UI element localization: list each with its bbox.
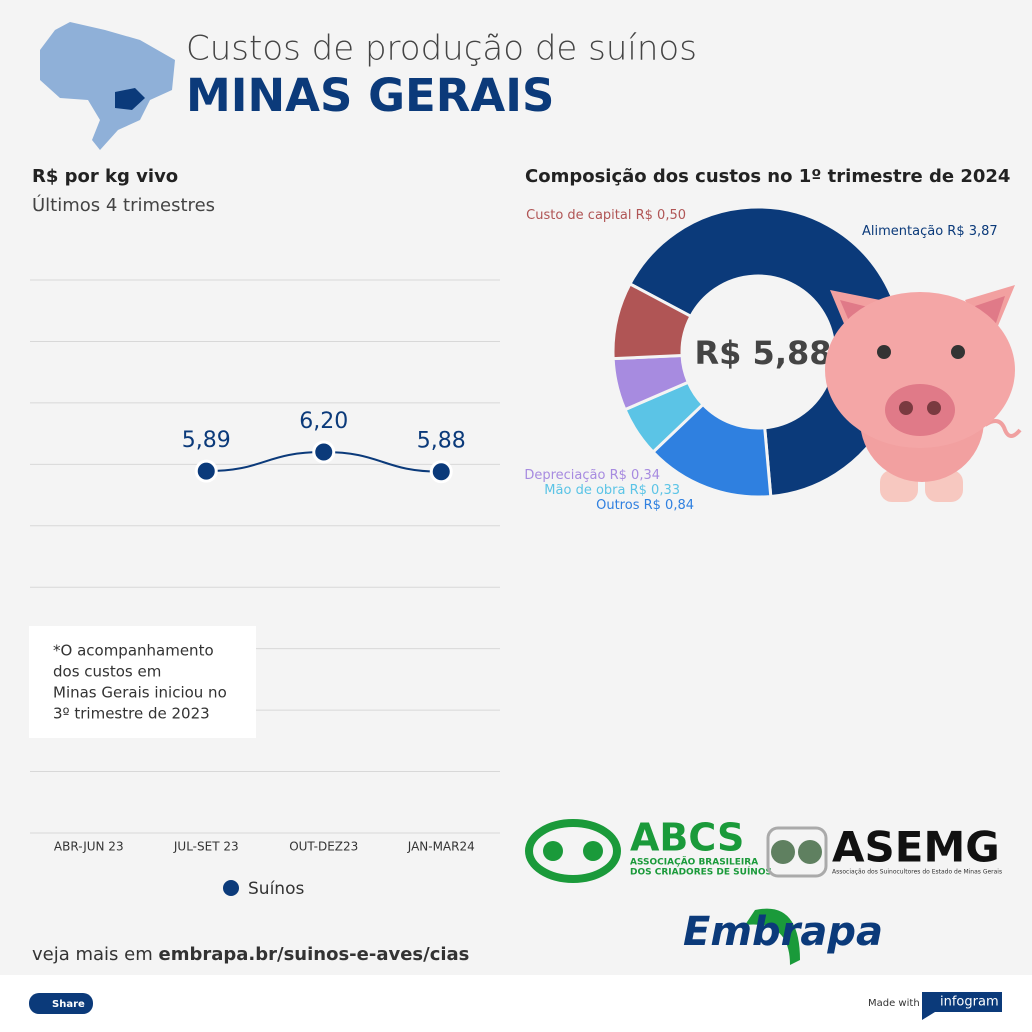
slice-category: Depreciação (524, 468, 605, 483)
footer-url[interactable]: embrapa.br/suinos-e-aves/cias (159, 944, 470, 965)
data-point (429, 460, 453, 484)
slice-value: R$ 3,87 (947, 224, 997, 239)
slice-value: R$ 0,34 (610, 468, 660, 483)
map-brazil (40, 22, 175, 150)
slice-category: Outros (596, 498, 640, 513)
x-tick-label: JAN-MAR24 (407, 840, 475, 854)
slice-value: R$ 0,50 (636, 208, 686, 223)
asemg-subtitle: Associação dos Suinocultores do Estado d… (832, 869, 1002, 876)
data-point (194, 459, 218, 483)
slice-label: Depreciação R$ 0,34 (524, 468, 660, 483)
share-button[interactable] (29, 993, 93, 1014)
note-line: dos custos em (53, 663, 161, 681)
logo-asemg: ASEMG Associação dos Suinocultores do Es… (766, 823, 1002, 878)
logo-embrapa: Embrapa (683, 908, 883, 965)
note-line: *O acompanhamento (53, 642, 214, 660)
data-label: 5,89 (182, 428, 231, 453)
legend-label: Suínos (248, 879, 304, 899)
footer-bar (0, 975, 1032, 1032)
pie-center-label: R$ 5,88 (695, 334, 832, 372)
line-chart-subtitle: Últimos 4 trimestres (32, 194, 215, 216)
data-label: 6,20 (299, 409, 348, 434)
page-title: Custos de produção de suínos (186, 29, 697, 69)
slice-category: Alimentação (862, 224, 943, 239)
infogram-badge[interactable] (922, 992, 1002, 1020)
pie-slice (611, 281, 693, 361)
slice-label: Alimentação R$ 3,87 (862, 224, 998, 239)
share-label[interactable]: Share (52, 999, 85, 1010)
made-with: Made with (868, 998, 920, 1009)
footer-link: veja mais em embrapa.br/suinos-e-aves/ci… (32, 944, 469, 965)
note-box (29, 626, 256, 738)
asemg-name: ASEMG (832, 823, 1000, 872)
slice-value: R$ 0,84 (644, 498, 694, 513)
note-line: 3º trimestre de 2023 (53, 705, 210, 723)
abcs-line: DOS CRIADORES DE SUÍNOS (630, 866, 772, 878)
line-chart-title: R$ por kg vivo (32, 166, 178, 187)
slice-label: Custo de capital R$ 0,50 (526, 208, 686, 223)
abcs-line: ASSOCIAÇÃO BRASILEIRA (630, 857, 758, 868)
note: *O acompanhamento dos custos em Minas Gera… (53, 642, 227, 723)
slice-category: Custo de capital (526, 208, 631, 223)
footer-prefix: veja mais em (32, 944, 153, 965)
legend-swatch (223, 880, 239, 896)
abcs-name: ABCS (630, 816, 744, 860)
map-minas-gerais (115, 88, 145, 110)
x-tick-label: ABR-JUN 23 (54, 840, 124, 854)
embrapa-name: Embrapa (683, 909, 883, 955)
infogram-label[interactable]: infogram (940, 995, 999, 1010)
data-label: 5,88 (417, 429, 466, 454)
background (0, 0, 1032, 975)
x-tick-label: JUL-SET 23 (173, 840, 239, 854)
slice-label: Mão de obra R$ 0,33 (544, 483, 680, 498)
data-point (312, 440, 336, 464)
page-subtitle: MINAS GERAIS (186, 69, 554, 122)
slice-value: R$ 0,33 (630, 483, 680, 498)
charts: ABR-JUN 23 JUL-SET 23 OUT-DEZ23 JAN-MAR24 5,… (30, 205, 998, 899)
slice-label: Outros R$ 0,84 (596, 498, 694, 513)
x-tick-label: OUT-DEZ23 (289, 840, 358, 854)
slice-category: Mão de obra (544, 483, 625, 498)
note-line: Minas Gerais iniciou no (53, 684, 227, 702)
logo-abcs: ABCS ASSOCIAÇÃO BRASILEIRA DOS CRIADORES… (525, 816, 772, 883)
pie-chart-title: Composição dos custos no 1º trimestre de… (525, 166, 1010, 187)
pig-illustration (825, 285, 1022, 502)
pie-slice (627, 205, 905, 499)
